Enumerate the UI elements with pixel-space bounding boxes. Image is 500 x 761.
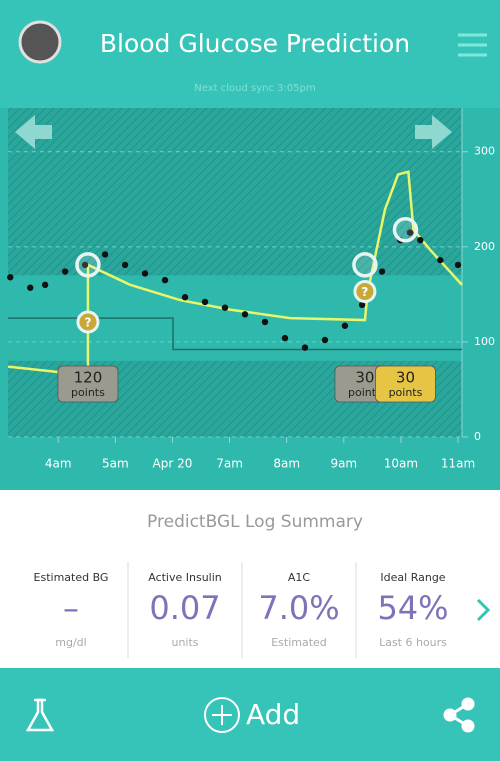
summary-items: Estimated BG – mg/dl Active Insulin 0.07 unit…	[34, 562, 449, 658]
points-unit: points	[389, 386, 423, 399]
bg-reading	[141, 270, 149, 277]
bg-reading	[81, 261, 89, 269]
item-unit: units	[171, 636, 198, 649]
summary-title: PredictBGL Log Summary	[147, 512, 363, 532]
event-marker	[353, 280, 377, 304]
bg-reading	[301, 344, 309, 351]
toolbar-bg	[0, 668, 500, 761]
points-unit: points	[71, 386, 105, 399]
item-unit: Estimated	[271, 636, 327, 649]
summary-next[interactable]	[476, 598, 491, 622]
bg-reading	[417, 236, 424, 244]
bg-reading	[261, 318, 269, 326]
plot: 0 100 200 300 4am 5am Apr 20 7am 8am 9am 10am 11am?…	[7, 108, 495, 471]
y-tick-label: 0	[474, 430, 481, 443]
x-tick-label: 5am	[102, 457, 129, 471]
item-label: Estimated BG	[34, 571, 109, 584]
series-line	[7, 170, 463, 377]
summary-bg	[0, 490, 500, 668]
title: Blood Glucose Prediction	[100, 29, 410, 58]
item-value: 0.07	[149, 589, 220, 627]
sync-text: Next cloud sync 3:05pm	[194, 83, 315, 94]
points-box	[57, 365, 119, 403]
share-icon[interactable]	[443, 697, 475, 733]
bg-reading	[41, 281, 49, 289]
prediction-marker	[352, 252, 378, 278]
x-tick-label: 11am	[441, 457, 475, 471]
bg-reading	[161, 276, 169, 284]
item-label: A1C	[288, 571, 311, 584]
item-unit: mg/dl	[55, 636, 86, 649]
bg-reading	[358, 301, 366, 309]
bg-reading	[27, 284, 34, 291]
points-value: 30	[355, 369, 374, 387]
item-value: 54%	[377, 589, 448, 627]
bg-reading	[454, 261, 462, 269]
bg-reading	[341, 322, 349, 329]
prediction-marker	[392, 216, 419, 243]
x-tick-label: Apr 20	[153, 457, 193, 471]
y-tick-label: 200	[474, 240, 495, 253]
bg-reading	[321, 336, 329, 344]
points-unit: points	[348, 386, 382, 399]
x-tick-label: 10am	[384, 457, 418, 471]
bg-reading	[241, 311, 249, 318]
next-arrow[interactable]	[415, 115, 452, 149]
bg-reading	[181, 294, 189, 301]
bg-reading	[281, 334, 289, 342]
item-unit: Last 6 hours	[379, 636, 447, 649]
x-tick-label: 8am	[273, 457, 300, 471]
event-icon: ?	[84, 315, 91, 329]
bg-reading	[406, 229, 414, 236]
event-marker	[76, 310, 100, 334]
bg-reading	[201, 298, 209, 306]
bg-reading	[221, 304, 229, 311]
points-box	[375, 365, 436, 403]
points-value: 30	[396, 369, 415, 387]
y-tick-label: 300	[474, 145, 495, 158]
add-button[interactable]: Add	[204, 697, 300, 733]
lab-icon[interactable]	[25, 698, 55, 732]
y-tick-label: 100	[474, 335, 495, 348]
x-tick-label: 4am	[45, 457, 72, 471]
bg-reading	[61, 268, 69, 275]
x-tick-label: 7am	[216, 457, 243, 471]
bg-reading	[121, 261, 129, 269]
x-tick-label: 9am	[330, 457, 357, 471]
item-value: –	[63, 589, 79, 627]
item-label: Active Insulin	[148, 571, 222, 584]
add-label[interactable]: Add	[246, 698, 300, 731]
header-bg	[0, 0, 500, 108]
item-label: Ideal Range	[380, 571, 445, 584]
bg-reading	[437, 256, 444, 264]
item-value: 7.0%	[258, 589, 339, 627]
avatar[interactable]	[18, 20, 62, 64]
points-value: 120	[74, 369, 103, 387]
prev-arrow[interactable]	[15, 115, 52, 149]
bg-reading	[7, 274, 14, 281]
bg-reading	[378, 268, 386, 275]
event-icon: ?	[361, 285, 368, 299]
prediction-marker	[75, 252, 101, 278]
menu-icon[interactable]	[458, 33, 487, 57]
bg-reading	[101, 251, 109, 258]
